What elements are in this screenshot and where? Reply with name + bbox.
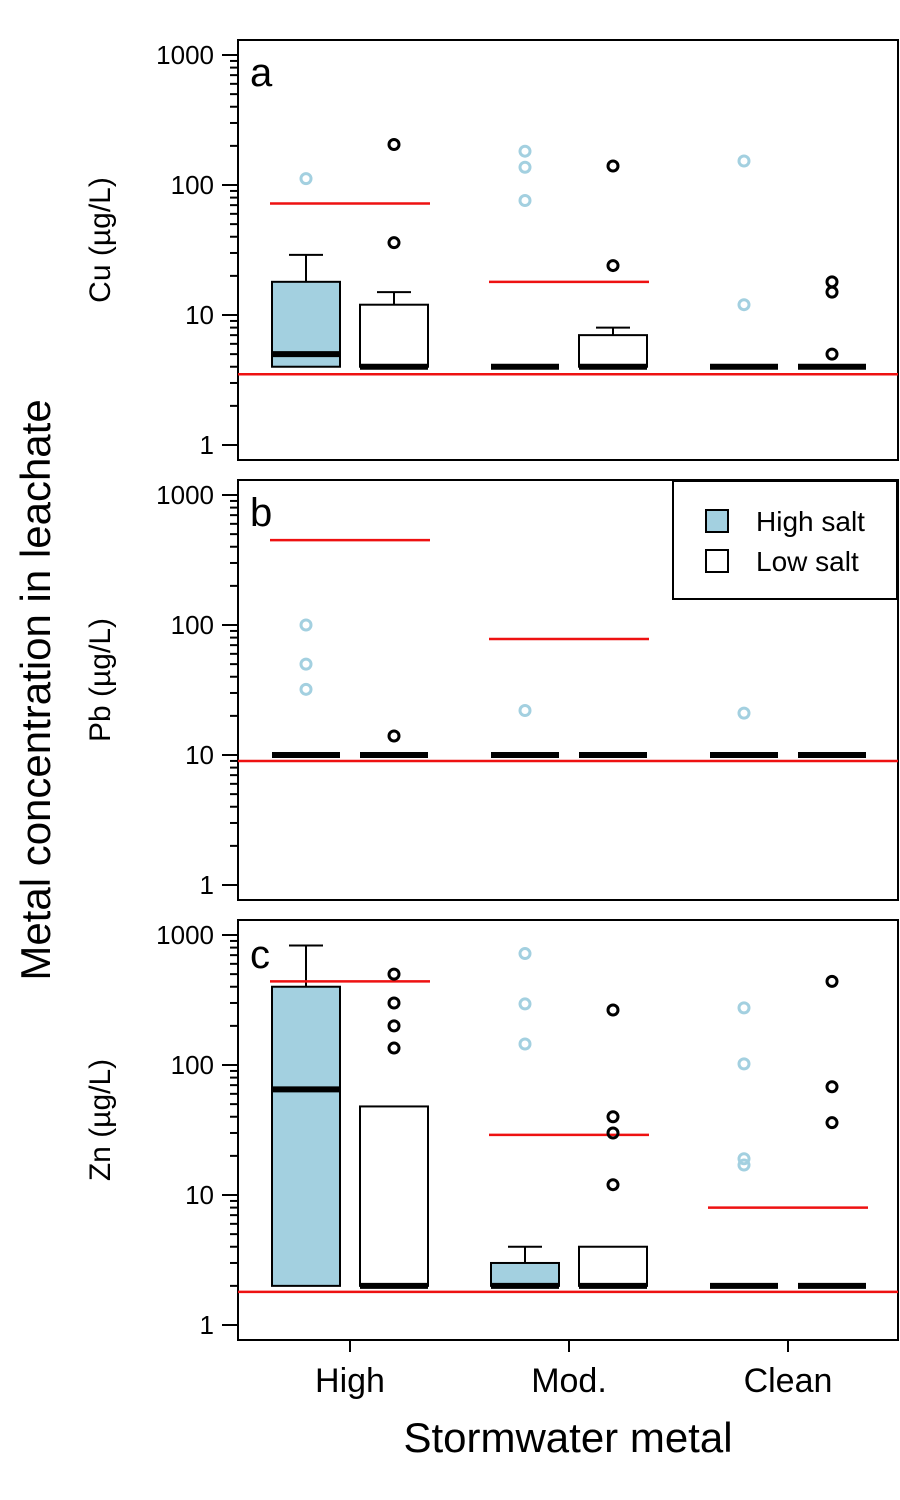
box-clean-high-salt — [710, 154, 778, 370]
outlier-point — [518, 144, 532, 158]
outlier-point — [518, 703, 532, 717]
box-high-low-salt — [359, 137, 429, 370]
outlier-point — [387, 996, 401, 1010]
y-axis-title: Metal concentration in leachate — [12, 399, 59, 980]
box-high-low-salt — [359, 967, 429, 1289]
y-tick-label: 10 — [185, 1180, 214, 1210]
outlier-point — [387, 137, 401, 151]
y-tick-label: 1000 — [156, 480, 214, 510]
outlier-point — [737, 1158, 751, 1172]
outlier-point — [518, 160, 532, 174]
box-mod-high-salt — [491, 703, 559, 758]
y-tick-label: 1000 — [156, 40, 214, 70]
panels: 1 10 100 1000 Cu (µg/L) a 1 10 100 1000 Pb (µg/L) b… — [84, 39, 899, 1341]
outlier-point — [387, 1041, 401, 1055]
outlier-point — [387, 1019, 401, 1033]
outlier-point — [299, 682, 313, 696]
box-body — [271, 985, 341, 1287]
panel-letter: c — [250, 933, 270, 977]
y-tick-label: 100 — [171, 170, 214, 200]
outlier-point — [518, 1037, 532, 1051]
box-body — [578, 334, 648, 368]
legend-label: Low salt — [756, 546, 859, 577]
outlier-point — [299, 172, 313, 186]
outlier-point — [518, 193, 532, 207]
outlier-point — [387, 236, 401, 250]
y-tick-label: 10 — [185, 300, 214, 330]
box-high-high-salt — [272, 618, 340, 758]
box-body — [490, 1261, 560, 1287]
outlier-point — [737, 706, 751, 720]
panel-letter: b — [250, 491, 272, 535]
panel-y-label: Pb (µg/L) — [84, 618, 117, 742]
y-tick-label: 100 — [171, 610, 214, 640]
box-mod-high-salt — [491, 144, 559, 370]
outlier-point — [825, 285, 839, 299]
box-body — [359, 303, 429, 368]
y-tick-label: 1 — [200, 430, 214, 460]
outlier-point — [825, 974, 839, 988]
outlier-point — [606, 1178, 620, 1192]
panel-letter: a — [250, 51, 273, 95]
box-high-high-salt — [271, 172, 341, 368]
outlier-point — [606, 1126, 620, 1140]
x-category-label: Clean — [744, 1362, 833, 1400]
x-axis: High Mod. Clean — [315, 1340, 832, 1400]
outlier-point — [825, 1116, 839, 1130]
box-mod-high-salt — [490, 947, 560, 1289]
outlier-point — [737, 1057, 751, 1071]
outlier-point — [299, 657, 313, 671]
box-high-low-salt — [360, 729, 428, 758]
y-tick-label: 1000 — [156, 920, 214, 950]
box-clean-high-salt — [710, 1001, 778, 1289]
y-tick-label: 100 — [171, 1050, 214, 1080]
outlier-point — [387, 967, 401, 981]
outlier-point — [737, 1152, 751, 1166]
box-mod-low-salt — [578, 159, 648, 370]
y-tick-label: 10 — [185, 740, 214, 770]
box-clean-low-salt — [798, 974, 866, 1289]
x-axis-title: Stormwater metal — [403, 1414, 732, 1461]
x-category-label: High — [315, 1362, 385, 1400]
outlier-point — [606, 1110, 620, 1124]
y-tick-label: 1 — [200, 1310, 214, 1340]
box-body — [578, 1245, 648, 1287]
panel-c: 1 10 100 1000 Zn (µg/L) c — [84, 919, 899, 1341]
outlier-point — [299, 618, 313, 632]
legend-frame — [672, 480, 898, 600]
outlier-point — [518, 997, 532, 1011]
outlier-point — [825, 347, 839, 361]
panel-b: 1 10 100 1000 Pb (µg/L) b — [84, 479, 899, 901]
panel-y-label: Cu (µg/L) — [84, 177, 117, 303]
panel-frame — [237, 479, 899, 901]
outlier-point — [737, 154, 751, 168]
outlier-point — [825, 275, 839, 289]
outlier-point — [737, 1001, 751, 1015]
outlier-point — [518, 947, 532, 961]
legend-swatch — [705, 509, 729, 533]
legend: High salt Low salt — [672, 480, 898, 600]
outlier-point — [825, 1080, 839, 1094]
box-body — [359, 1105, 429, 1287]
outlier-point — [737, 298, 751, 312]
box-clean-low-salt — [798, 275, 866, 370]
legend-swatch — [705, 549, 729, 573]
legend-label: High salt — [756, 506, 865, 537]
box-mod-low-salt — [578, 1003, 648, 1289]
y-tick-label: 1 — [200, 870, 214, 900]
box-clean-high-salt — [710, 706, 778, 758]
x-category-label: Mod. — [531, 1362, 607, 1400]
outlier-point — [606, 259, 620, 273]
outlier-point — [387, 729, 401, 743]
outlier-point — [606, 159, 620, 173]
panel-a: 1 10 100 1000 Cu (µg/L) a — [84, 39, 899, 461]
panel-frame — [237, 39, 899, 461]
box-high-high-salt — [271, 944, 341, 1287]
outlier-point — [606, 1003, 620, 1017]
panel-y-label: Zn (µg/L) — [84, 1059, 117, 1181]
